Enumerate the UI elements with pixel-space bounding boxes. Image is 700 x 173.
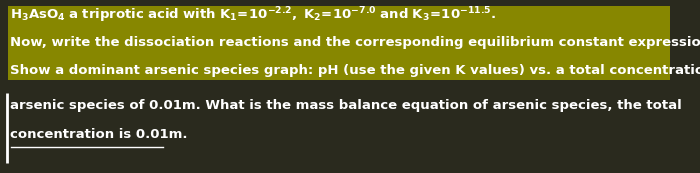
- FancyBboxPatch shape: [8, 6, 670, 80]
- Text: arsenic species of 0.01m. What is the mass balance equation of arsenic species, : arsenic species of 0.01m. What is the ma…: [10, 99, 682, 112]
- Text: $\mathbf{H_3AsO_4}$ $\mathbf{a\ triprotic\ acid\ with\ K_1\!=\!10^{-2.2},\ K_2\!: $\mathbf{H_3AsO_4}$ $\mathbf{a\ triproti…: [10, 5, 497, 25]
- Text: Now, write the dissociation reactions and the corresponding equilibrium constant: Now, write the dissociation reactions an…: [10, 36, 700, 49]
- Text: concentration is 0.01m.: concentration is 0.01m.: [10, 128, 188, 141]
- Text: Show a dominant arsenic species graph: pH (use the given K values) vs. a total c: Show a dominant arsenic species graph: p…: [10, 64, 700, 78]
